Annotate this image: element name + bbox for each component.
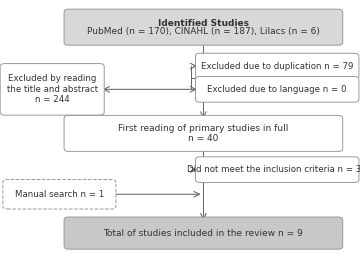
Text: Total of studies included in the review n = 9: Total of studies included in the review …: [104, 229, 303, 238]
Text: Did not meet the inclusion criteria n = 32: Did not meet the inclusion criteria n = …: [187, 165, 360, 174]
FancyBboxPatch shape: [195, 157, 359, 182]
Text: Excluded due to duplication n = 79: Excluded due to duplication n = 79: [201, 62, 354, 70]
Text: Manual search n = 1: Manual search n = 1: [15, 190, 104, 199]
Text: Excluded by reading
the title and abstract
n = 244: Excluded by reading the title and abstra…: [6, 74, 98, 104]
FancyBboxPatch shape: [64, 116, 343, 151]
FancyBboxPatch shape: [195, 53, 359, 79]
FancyBboxPatch shape: [64, 9, 343, 45]
Text: PubMed (n = 170), CINAHL (n = 187), Lilacs (n = 6): PubMed (n = 170), CINAHL (n = 187), Lila…: [87, 27, 320, 35]
FancyBboxPatch shape: [195, 77, 359, 102]
FancyBboxPatch shape: [0, 64, 104, 115]
FancyBboxPatch shape: [3, 179, 116, 209]
Text: First reading of primary studies in full
n = 40: First reading of primary studies in full…: [118, 124, 289, 143]
FancyBboxPatch shape: [64, 217, 343, 249]
Text: Identified Studies: Identified Studies: [158, 19, 249, 28]
Text: Excluded due to language n = 0: Excluded due to language n = 0: [207, 85, 347, 94]
